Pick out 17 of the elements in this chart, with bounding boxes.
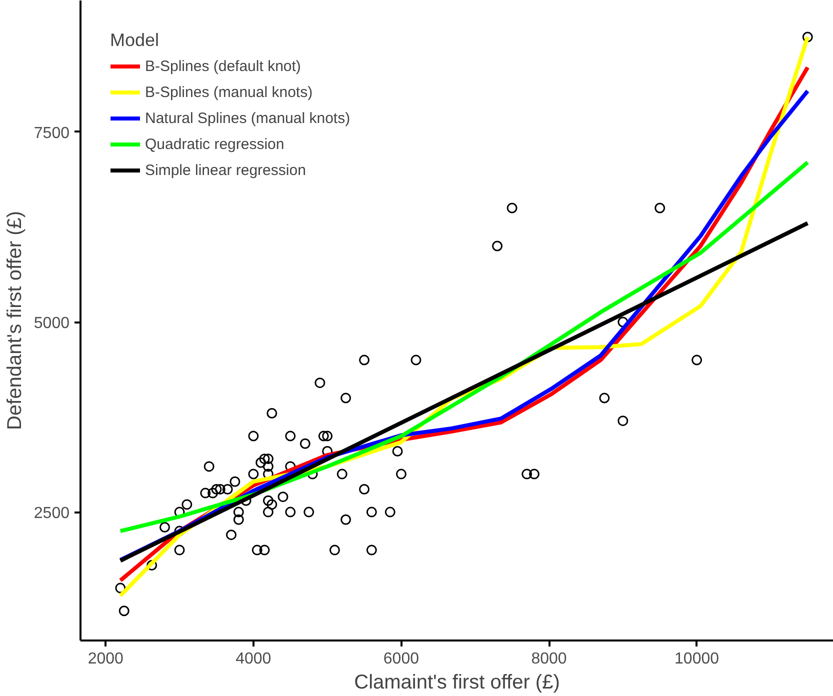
legend-title: Model bbox=[110, 30, 160, 51]
x-tick-label: 2000 bbox=[88, 650, 124, 668]
y-axis-title: Defendant's first offer (£) bbox=[4, 210, 26, 430]
y-tick-label: 5000 bbox=[34, 315, 70, 332]
legend-label: Quadratic regression bbox=[145, 136, 284, 152]
legend-label: Natural Splines (manual knots) bbox=[145, 110, 350, 126]
x-tick-label: 10000 bbox=[674, 650, 720, 668]
legend-label: B-Splines (default knot) bbox=[145, 58, 301, 74]
x-tick-label: 6000 bbox=[383, 650, 420, 668]
y-tick-label: 2500 bbox=[34, 505, 70, 522]
y-tick-label: 7500 bbox=[34, 124, 70, 142]
legend-label: Simple linear regression bbox=[145, 162, 306, 178]
x-tick-label: 8000 bbox=[531, 650, 567, 668]
legend-label: B-Splines (manual knots) bbox=[145, 84, 313, 100]
x-tick-label: 4000 bbox=[236, 650, 272, 668]
line-series bbox=[118, 160, 810, 534]
x-axis-title: Clamaint's first offer (£) bbox=[354, 672, 560, 694]
